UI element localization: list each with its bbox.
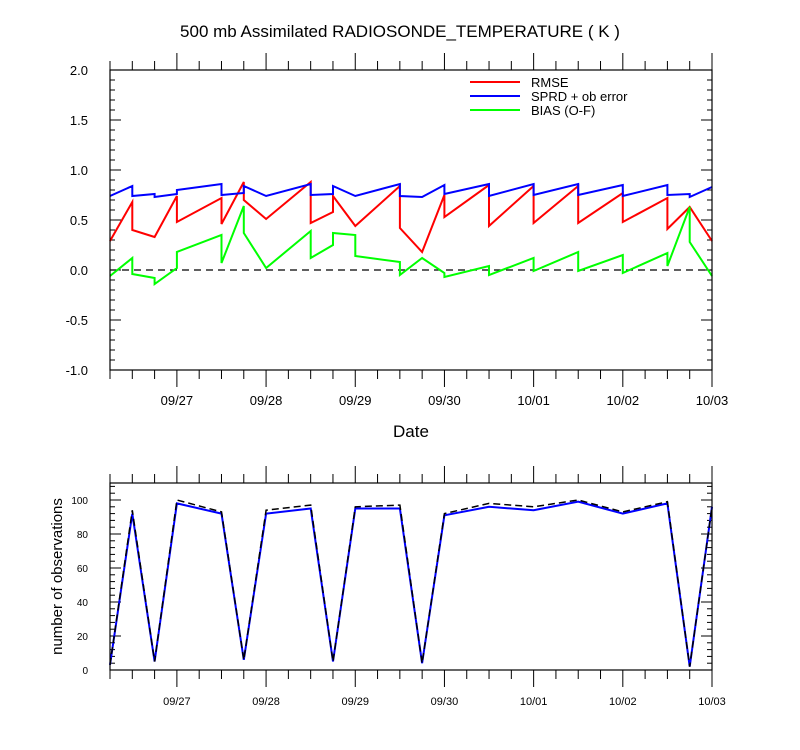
top-x-tick-label: 10/03 (696, 393, 729, 408)
top-y-tick-label: -0.5 (66, 313, 88, 328)
top-panel (109, 53, 713, 387)
legend-label: BIAS (O-F) (531, 103, 595, 118)
top-x-tick-label: 10/02 (607, 393, 640, 408)
bottom-y-tick-label: 60 (77, 564, 89, 575)
legend-label: SPRD + ob error (531, 89, 628, 104)
bottom-x-tick-label: 09/27 (163, 696, 191, 708)
top-series-bias-o-f-line (109, 205, 713, 286)
top-y-tick-label: 0.5 (70, 213, 88, 228)
bottom-panel (109, 466, 713, 687)
bottom-y-tick-label: 40 (77, 598, 89, 609)
top-series-rmse-line (109, 179, 713, 254)
bottom-y-tick-label: 80 (77, 530, 89, 541)
top-y-tick-label: 1.0 (70, 163, 88, 178)
top-y-tick-label: 2.0 (70, 63, 88, 78)
bottom-y-axis-label: number of observations (49, 498, 66, 655)
chart-title: 500 mb Assimilated RADIOSONDE_TEMPERATUR… (180, 22, 620, 41)
top-x-tick-label: 09/28 (250, 393, 283, 408)
bottom-series-assimilated-line (109, 500, 713, 667)
top-plot-frame (109, 69, 713, 371)
bottom-y-tick-label: 0 (82, 666, 88, 677)
bottom-plot-frame (109, 482, 713, 671)
bottom-x-tick-label: 10/02 (609, 696, 637, 708)
legend-label: RMSE (531, 75, 569, 90)
bottom-y-tick-label: 100 (71, 496, 88, 507)
top-x-tick-label: 09/27 (161, 393, 194, 408)
bottom-x-tick-label: 09/28 (252, 696, 280, 708)
top-y-tick-label: 0.0 (70, 263, 88, 278)
bottom-x-tick-label: 09/29 (341, 696, 369, 708)
top-x-tick-label: 10/01 (517, 393, 550, 408)
bottom-x-tick-label: 10/03 (698, 696, 726, 708)
bottom-x-tick-label: 09/30 (431, 696, 459, 708)
top-series-sprd-ob-error-line (109, 182, 713, 199)
top-x-tick-label: 09/29 (339, 393, 372, 408)
top-x-axis-label: Date (393, 422, 429, 441)
bottom-series-possible-line (109, 499, 713, 667)
bottom-y-tick-label: 20 (77, 632, 89, 643)
top-y-tick-label: 1.5 (70, 113, 88, 128)
bottom-x-tick-label: 10/01 (520, 696, 548, 708)
top-x-tick-label: 09/30 (428, 393, 461, 408)
top-y-tick-label: -1.0 (66, 363, 88, 378)
